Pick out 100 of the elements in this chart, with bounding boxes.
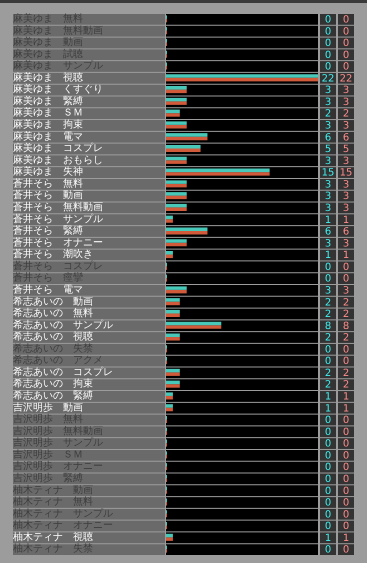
data-label: 3 (342, 191, 350, 202)
y-tick-label: 希志あいの 緊縛 (13, 390, 93, 402)
data-label: 0 (342, 344, 350, 356)
data-label: 0 (342, 498, 350, 509)
y-tick-label: 希志あいの 無料 (13, 307, 93, 320)
data-label: 3 (324, 120, 332, 132)
data-label: 2 (342, 108, 350, 120)
data-label: 0 (324, 521, 332, 532)
data-label: 5 (342, 144, 350, 156)
y-tick-label: 希志あいの コスプレ (13, 366, 113, 378)
data-label: 3 (324, 179, 332, 190)
bar (166, 180, 187, 184)
y-tick-label: 希志あいの サンプル (13, 318, 113, 331)
data-label: 15 (340, 168, 352, 179)
bar (166, 196, 187, 200)
data-label: 3 (342, 285, 350, 296)
data-label: 0 (324, 450, 332, 462)
data-label: 1 (342, 250, 350, 262)
data-label: 3 (342, 238, 350, 250)
bar (166, 227, 208, 231)
bar (166, 144, 201, 148)
data-label: 3 (324, 96, 332, 108)
data-label: 0 (324, 438, 332, 450)
bar (166, 148, 201, 152)
y-tick-label: 蒼井そら 電マ (13, 283, 83, 296)
bar (166, 254, 173, 258)
data-label: 2 (342, 297, 350, 308)
data-label: 2 (342, 332, 350, 344)
bar (166, 124, 187, 128)
bar (166, 133, 208, 137)
bar (166, 242, 187, 246)
data-label: 1 (324, 250, 332, 262)
data-label: 0 (324, 509, 332, 520)
data-label: 2 (342, 309, 350, 320)
data-label: 22 (340, 73, 352, 84)
y-tick-label: 希志あいの 視聴 (13, 330, 93, 343)
data-label: 3 (324, 85, 332, 96)
y-tick-label: 蒼井そら オナニー (13, 236, 103, 248)
bar (166, 333, 180, 338)
data-label: 0 (342, 274, 350, 285)
data-label: 0 (342, 14, 350, 26)
data-label: 3 (324, 191, 332, 202)
data-label: 0 (324, 344, 332, 356)
bar (166, 239, 187, 243)
data-label: 2 (342, 368, 350, 379)
data-label: 1 (342, 214, 350, 226)
data-label: 1 (324, 532, 332, 544)
bar (166, 286, 187, 290)
bar (166, 101, 187, 105)
bar (166, 113, 180, 117)
bar (166, 86, 187, 90)
bar (166, 534, 173, 538)
bar (166, 110, 180, 114)
bar (166, 156, 187, 160)
bar (166, 136, 208, 140)
data-label: 0 (324, 262, 332, 273)
data-label: 2 (324, 368, 332, 379)
bar (166, 98, 187, 102)
bar (166, 537, 173, 541)
data-label: 5 (324, 144, 332, 156)
y-tick-label: 麻美ゆま 拘束 (13, 118, 83, 131)
data-label: 1 (324, 392, 332, 403)
data-label: 0 (324, 26, 332, 38)
data-label: 0 (342, 509, 350, 520)
data-label: 0 (342, 38, 350, 50)
y-tick-label: 吉沢明歩 動画 (13, 401, 83, 414)
y-tick-label: 希志あいの 拘束 (13, 378, 93, 390)
y-tick-label: 希志あいの 動画 (13, 295, 93, 308)
data-label: 1 (342, 392, 350, 403)
data-label: 0 (342, 426, 350, 438)
data-label: 3 (342, 85, 350, 96)
data-label: 2 (342, 380, 350, 391)
bar (166, 337, 180, 341)
data-label: 3 (342, 179, 350, 190)
bar (166, 90, 187, 94)
data-label: 2 (324, 297, 332, 308)
data-label: 3 (324, 156, 332, 167)
data-label: 0 (324, 498, 332, 509)
data-label: 3 (324, 203, 332, 214)
bar (166, 372, 180, 376)
bar (166, 298, 180, 302)
data-label: 0 (342, 462, 350, 474)
bar (166, 322, 222, 326)
bar (166, 251, 173, 255)
data-label: 0 (324, 356, 332, 368)
data-label: 0 (324, 544, 332, 556)
bar (166, 368, 180, 372)
y-tick-label: 蒼井そら 無料 (13, 177, 83, 190)
data-label: 0 (342, 415, 350, 426)
data-label: 6 (342, 132, 350, 144)
data-label: 1 (342, 532, 350, 544)
data-label: 0 (324, 486, 332, 497)
data-label: 2 (324, 108, 332, 120)
data-label: 8 (324, 320, 332, 332)
data-label: 3 (342, 96, 350, 108)
data-label: 3 (342, 156, 350, 167)
data-label: 0 (324, 274, 332, 285)
y-tick-label: 蒼井そら 潮吹き (13, 248, 93, 260)
data-label: 0 (324, 462, 332, 474)
y-tick-label: 麻美ゆま 視聴 (13, 71, 83, 84)
